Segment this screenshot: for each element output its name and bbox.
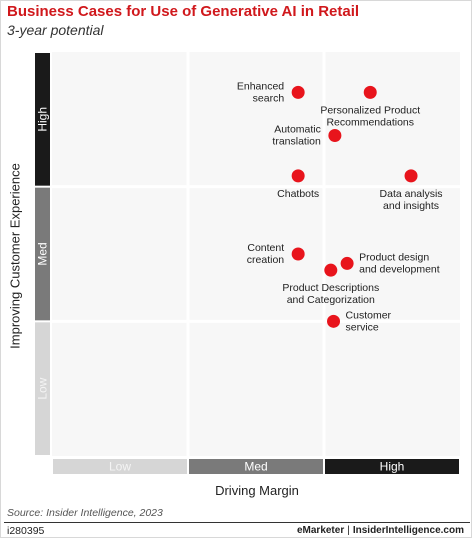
data-label: Data analysis and insights bbox=[380, 188, 443, 212]
brand-footer: eMarketer | InsiderIntelligence.com bbox=[297, 525, 464, 536]
data-label: Product Descriptions and Categorization bbox=[282, 282, 379, 306]
data-point bbox=[328, 128, 342, 142]
data-label: Personalized Product Recommendations bbox=[320, 104, 420, 128]
y-axis-band-med bbox=[35, 187, 50, 321]
data-label-line: Chatbots bbox=[277, 188, 319, 200]
y-axis-band-high bbox=[35, 53, 50, 186]
data-point bbox=[363, 85, 377, 99]
data-label-line: Enhanced bbox=[237, 80, 284, 92]
data-point bbox=[327, 314, 341, 328]
data-label-line: Customer bbox=[346, 309, 392, 321]
x-axis-band-high bbox=[325, 459, 459, 474]
data-label-line: creation bbox=[247, 254, 285, 266]
chart-subtitle: 3-year potential bbox=[7, 22, 104, 38]
source-note: Source: Insider Intelligence, 2023 bbox=[7, 507, 163, 519]
chart-svg: Low Med High Low Med High Enhanced search Person… bbox=[35, 52, 460, 474]
data-label-line: and development bbox=[359, 263, 440, 275]
data-label: Enhanced search bbox=[237, 80, 284, 104]
x-axis-band-med bbox=[189, 459, 323, 474]
data-point bbox=[291, 169, 305, 183]
y-tick-label-high: High bbox=[36, 107, 50, 132]
data-point bbox=[340, 256, 354, 270]
data-label: Content creation bbox=[247, 242, 285, 266]
chart-title: Business Cases for Use of Generative AI … bbox=[7, 3, 360, 20]
brand-separator: | bbox=[347, 525, 350, 536]
data-label-line: Content bbox=[247, 242, 284, 254]
data-label-line: and insights bbox=[383, 200, 439, 212]
brand-insider: InsiderIntelligence.com bbox=[352, 525, 464, 536]
y-axis-band-low bbox=[35, 322, 50, 455]
data-label-line: and Categorization bbox=[287, 294, 375, 306]
data-label: Chatbots bbox=[277, 188, 319, 200]
data-point bbox=[404, 169, 418, 183]
x-tick-label-med: Med bbox=[244, 460, 267, 474]
y-tick-label-low: Low bbox=[36, 377, 50, 399]
footer-divider bbox=[4, 522, 470, 523]
x-axis-title: Driving Margin bbox=[215, 483, 299, 498]
data-point bbox=[324, 263, 338, 277]
data-label-line: Data analysis bbox=[380, 188, 443, 200]
data-point bbox=[291, 247, 305, 261]
plot-area bbox=[52, 52, 460, 456]
data-label-line: search bbox=[253, 92, 285, 104]
x-axis-band-low bbox=[53, 459, 187, 474]
chart-id: i280395 bbox=[7, 525, 45, 537]
data-label-line: translation bbox=[272, 135, 321, 147]
data-point bbox=[291, 85, 305, 99]
brand-emarketer: eMarketer bbox=[296, 525, 345, 536]
data-label: Product design and development bbox=[359, 251, 440, 275]
data-label-line: Product Descriptions bbox=[282, 282, 379, 294]
y-tick-label-med: Med bbox=[36, 242, 50, 265]
data-label: Automatic translation bbox=[272, 123, 321, 147]
x-tick-label-high: High bbox=[380, 460, 405, 474]
data-label-line: Product design bbox=[359, 251, 429, 263]
x-tick-label-low: Low bbox=[109, 460, 131, 474]
data-label-line: Recommendations bbox=[326, 116, 414, 128]
data-label: Customer service bbox=[346, 309, 392, 333]
data-label-line: service bbox=[346, 321, 379, 333]
data-label-line: Personalized Product bbox=[320, 104, 420, 116]
data-label-line: Automatic bbox=[274, 123, 321, 135]
